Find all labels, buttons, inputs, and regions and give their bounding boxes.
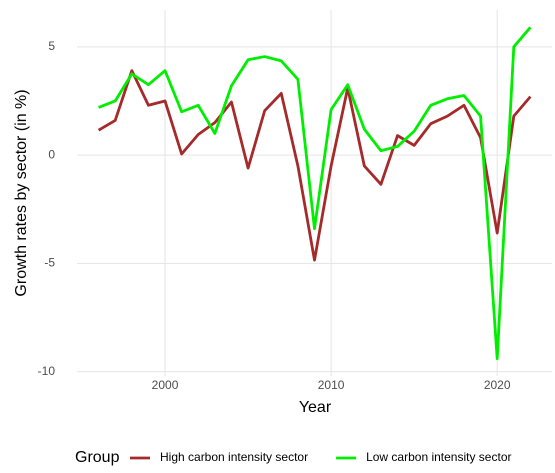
x-tick-label: 2000 [152, 378, 179, 392]
y-tick-label: -5 [44, 256, 55, 270]
x-tick-label: 2010 [318, 378, 345, 392]
legend-label: High carbon intensity sector [160, 450, 308, 464]
data-line [97, 69, 532, 262]
y-tick-label: -10 [38, 364, 56, 378]
y-tick-label: 0 [48, 147, 55, 161]
legend-label: Low carbon intensity sector [366, 450, 511, 464]
y-tick-label: 5 [48, 39, 55, 53]
data-line [98, 26, 532, 361]
legend-title: Group [75, 449, 120, 466]
x-tick-label: 2020 [484, 378, 511, 392]
x-axis-label: Year [299, 399, 332, 416]
y-axis-label: Growth rates by sector (in %) [13, 89, 30, 296]
